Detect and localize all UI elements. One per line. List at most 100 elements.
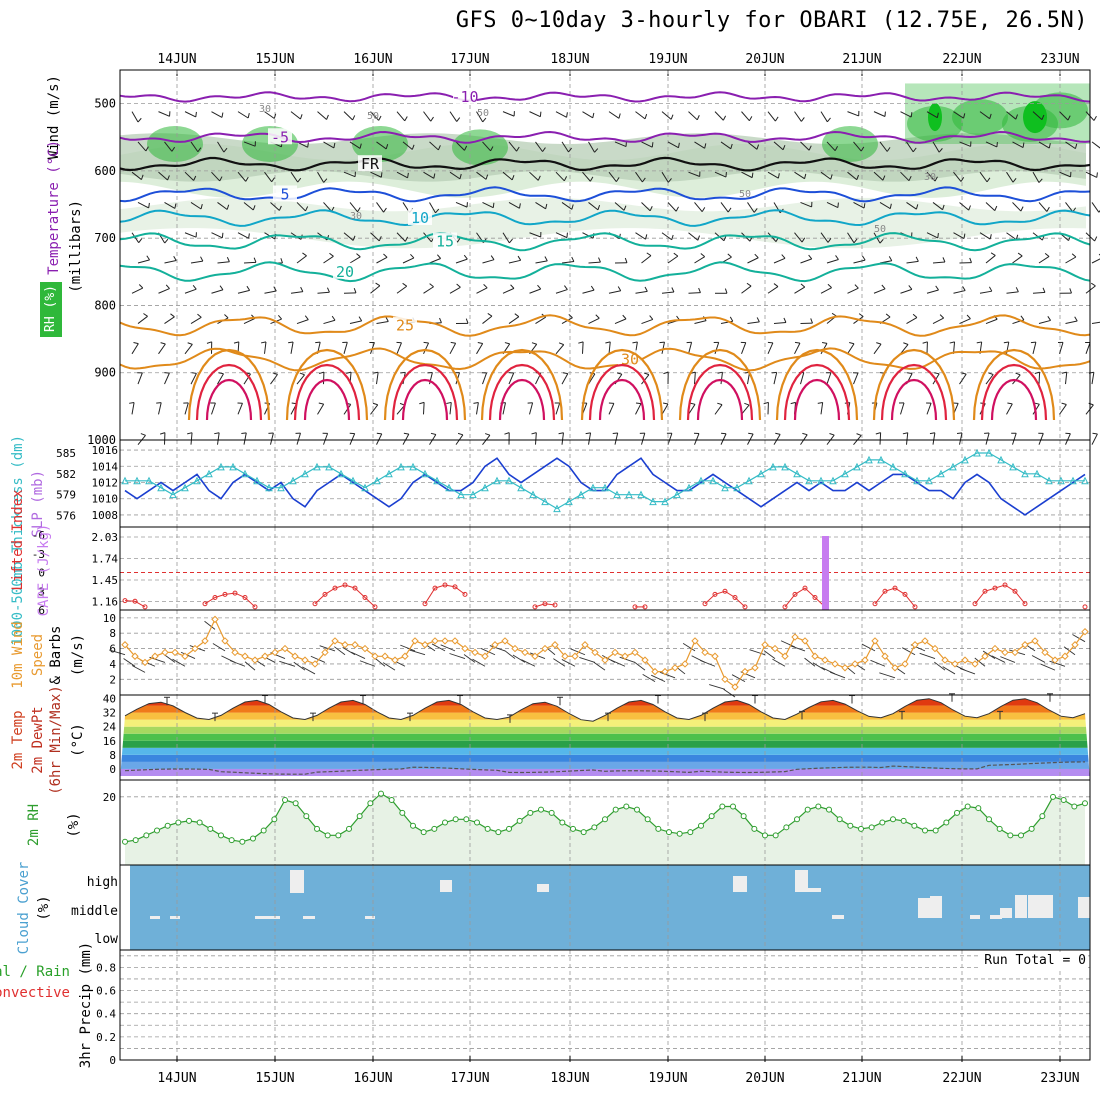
wind-barb <box>349 433 356 445</box>
top-date-label: 15JUN <box>255 52 294 67</box>
wind-10m-barb <box>642 673 656 683</box>
wind-barb <box>1012 255 1023 264</box>
rh2m-point <box>154 827 160 834</box>
wind-barb <box>959 318 971 325</box>
wind-barb <box>747 202 755 213</box>
thickness-point <box>433 476 441 485</box>
wind-barb-flag <box>248 233 250 239</box>
wind-barb-flag <box>133 342 139 345</box>
wind-barb <box>264 290 277 294</box>
rh2m-point <box>314 825 320 832</box>
temperature-axis-label: Temperature (°C) <box>46 140 62 275</box>
li-point <box>1002 582 1008 588</box>
li-point <box>132 598 138 604</box>
li-line <box>314 584 376 608</box>
wind-10m-barb <box>982 650 996 659</box>
temp-contour-label: 20 <box>336 263 354 281</box>
wind-barb-flag <box>160 342 166 345</box>
rh2m-point <box>559 819 566 826</box>
wind-10m-barb <box>879 672 896 679</box>
wind-barb <box>482 141 491 152</box>
wind-barb-flag <box>545 203 548 209</box>
thickness-point <box>217 462 225 471</box>
thickness-point <box>961 455 969 464</box>
wind-barb-flag <box>456 237 461 243</box>
wind-barb-flag <box>487 313 493 317</box>
wind-barb-flag <box>1088 402 1094 406</box>
temp-tick-label: 24 <box>103 721 117 734</box>
thickness-point <box>409 462 417 471</box>
wind-barb-flag <box>477 341 483 345</box>
wind-barb-flag <box>1017 252 1023 257</box>
wind-barb-flag <box>578 341 584 344</box>
li-point <box>972 601 978 607</box>
temp-tick-label: 32 <box>103 707 116 720</box>
li-point <box>802 585 808 591</box>
thickness-point <box>457 490 465 499</box>
wind-barb-flag <box>830 174 833 180</box>
wind-10m-barb <box>293 661 306 671</box>
wind-barb <box>979 111 991 120</box>
wind-barb <box>1091 372 1095 385</box>
wind-barb <box>667 141 679 149</box>
wind-barb-flag <box>537 284 542 290</box>
wind-barb <box>243 202 254 211</box>
wind-barb-flag <box>879 239 884 244</box>
pbl-temp-loop <box>480 348 564 421</box>
wind-barb <box>429 258 441 264</box>
wind-barb-flag <box>854 284 859 289</box>
wind-10m-barb <box>229 660 246 667</box>
wind-barb-flag <box>206 341 212 344</box>
wind-speed-point <box>451 637 459 645</box>
temp-contour-label: -5 <box>271 128 289 146</box>
wind-barb <box>847 111 859 117</box>
top-date-label: 16JUN <box>353 52 392 67</box>
wind-barb-flag <box>595 314 600 319</box>
wind-barb-flag <box>539 111 542 117</box>
page-title: GFS 0~10day 3-hourly for OBARI (12.75E, … <box>455 8 1088 33</box>
bottom-date-label: 14JUN <box>157 1071 196 1086</box>
wind-speed-point <box>561 652 569 660</box>
wind-speed-line <box>124 617 1086 688</box>
wind-barb-flag <box>1015 114 1019 120</box>
wind-barb <box>794 342 801 355</box>
temp-color-band <box>120 705 1090 713</box>
wind-barb-flag <box>247 113 250 119</box>
temp-contour-FR <box>119 156 1091 172</box>
wind-barb <box>370 171 382 178</box>
cloud-block <box>1078 897 1090 918</box>
thickness-point <box>1081 476 1089 485</box>
li-line <box>704 590 746 608</box>
wind-barb-flag <box>219 285 224 291</box>
wind-barb <box>270 432 274 445</box>
temp-tick-label: 16 <box>103 735 116 748</box>
pbl-temp-loop <box>696 378 744 421</box>
wind-barb <box>217 432 220 445</box>
wind-barb-flag <box>403 432 409 435</box>
wind-speed-point <box>211 615 219 624</box>
thickness-point <box>133 476 141 485</box>
rh2m-point <box>602 816 608 823</box>
wind-barb-flag <box>516 146 520 152</box>
precip-tick-label: 0.4 <box>96 1008 116 1021</box>
wind-10m-barb <box>109 649 126 656</box>
wind-barb-flag <box>300 286 304 292</box>
wind-barb-flag <box>1034 402 1040 405</box>
pbl-temp-loop <box>580 348 664 421</box>
wind-barb <box>667 255 679 264</box>
wind-barb <box>688 171 700 177</box>
wind-speed-point <box>491 641 499 649</box>
wind-barb <box>1038 372 1041 385</box>
wind-barb <box>561 373 569 385</box>
li-point <box>462 591 468 597</box>
wind-barb <box>932 432 936 445</box>
wind-10m-barb <box>934 661 946 671</box>
wind-barb-flag <box>318 402 324 405</box>
wind-barb-flag <box>252 205 256 211</box>
wind-barb <box>714 171 727 178</box>
wind-barb <box>184 344 193 355</box>
wind-barb <box>959 202 970 211</box>
wind-10m-barb <box>634 661 646 671</box>
wind-barb-flag <box>473 402 479 404</box>
bottom-date-axis: 14JUN 15JUN 16JUN 17JUN 18JUN 19JUN 20JUN 21JUN… <box>157 1056 1080 1086</box>
